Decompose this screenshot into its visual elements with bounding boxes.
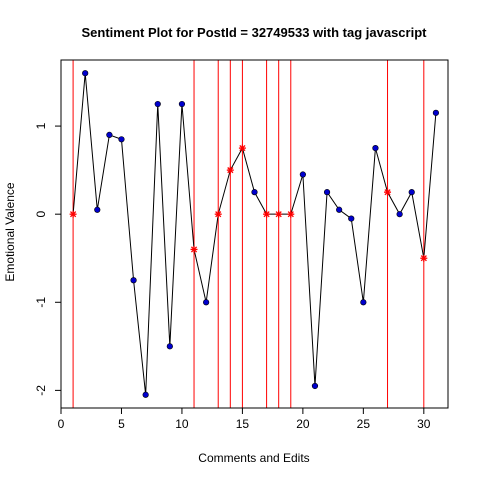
chart-title: Sentiment Plot for PostId = 32749533 wit… xyxy=(82,25,428,40)
data-point-22 xyxy=(323,189,331,196)
data-point-10 xyxy=(178,100,186,108)
highlight-point-stroke xyxy=(275,211,282,218)
highlight-point-stroke xyxy=(190,246,198,253)
highlight-point-stroke xyxy=(263,211,270,218)
x-tick-label: 30 xyxy=(417,417,431,431)
x-tick-label: 20 xyxy=(296,417,310,431)
vertical-lines xyxy=(72,60,425,408)
highlight-point-1 xyxy=(69,210,77,218)
plot-box xyxy=(60,59,449,409)
highlight-point-stroke xyxy=(384,189,391,196)
y-tick-label: -1 xyxy=(34,297,48,308)
highlight-point-17 xyxy=(263,210,271,218)
highlight-point-30 xyxy=(420,254,428,262)
highlight-point-27 xyxy=(384,188,392,196)
highlight-point-stroke xyxy=(239,145,246,152)
series-line xyxy=(72,73,437,395)
x-tick-label: 25 xyxy=(357,417,371,431)
y-axis-label: Emotional Valence xyxy=(3,182,17,281)
data-point-29 xyxy=(408,189,415,196)
data-point-9 xyxy=(166,343,173,350)
data-point-20 xyxy=(299,171,306,178)
highlight-point-stroke xyxy=(287,211,294,218)
data-point-21 xyxy=(311,382,319,390)
data-point-24 xyxy=(348,215,355,222)
data-point-16 xyxy=(251,189,258,196)
y-tick-label: 1 xyxy=(34,122,48,129)
highlight-point-stroke xyxy=(215,211,222,218)
data-point-23 xyxy=(336,206,343,213)
data-point-7 xyxy=(142,391,149,398)
series-line-group xyxy=(72,73,437,395)
y-tick-label: -2 xyxy=(34,385,48,396)
highlight-point-19 xyxy=(287,210,295,218)
data-point-6 xyxy=(130,277,137,284)
data-point-5 xyxy=(118,136,125,143)
data-point-12 xyxy=(203,299,210,306)
highlight-point-stroke xyxy=(70,211,77,218)
data-point-26 xyxy=(372,145,379,152)
x-tick-label: 10 xyxy=(175,417,189,431)
x-tick-label: 5 xyxy=(118,417,125,431)
y-tick-label: 0 xyxy=(34,211,48,218)
highlight-point-14 xyxy=(226,166,234,174)
data-point-8 xyxy=(154,100,161,108)
highlight-point-18 xyxy=(275,210,283,218)
data-point-31 xyxy=(432,109,440,116)
data-point-4 xyxy=(106,131,113,138)
data-point-28 xyxy=(396,211,403,218)
data-point-2 xyxy=(82,70,89,77)
highlight-point-11 xyxy=(190,245,198,253)
highlight-point-stroke xyxy=(420,255,427,262)
data-point-25 xyxy=(360,299,367,306)
x-tick-label: 0 xyxy=(58,417,65,431)
data-point-3 xyxy=(94,206,101,213)
highlight-point-13 xyxy=(214,210,222,218)
x-axis-label: Comments and Edits xyxy=(198,451,309,465)
x-tick-label: 15 xyxy=(236,417,250,431)
data-points xyxy=(69,70,440,398)
highlight-point-stroke xyxy=(227,167,234,174)
highlight-point-15 xyxy=(238,144,246,152)
